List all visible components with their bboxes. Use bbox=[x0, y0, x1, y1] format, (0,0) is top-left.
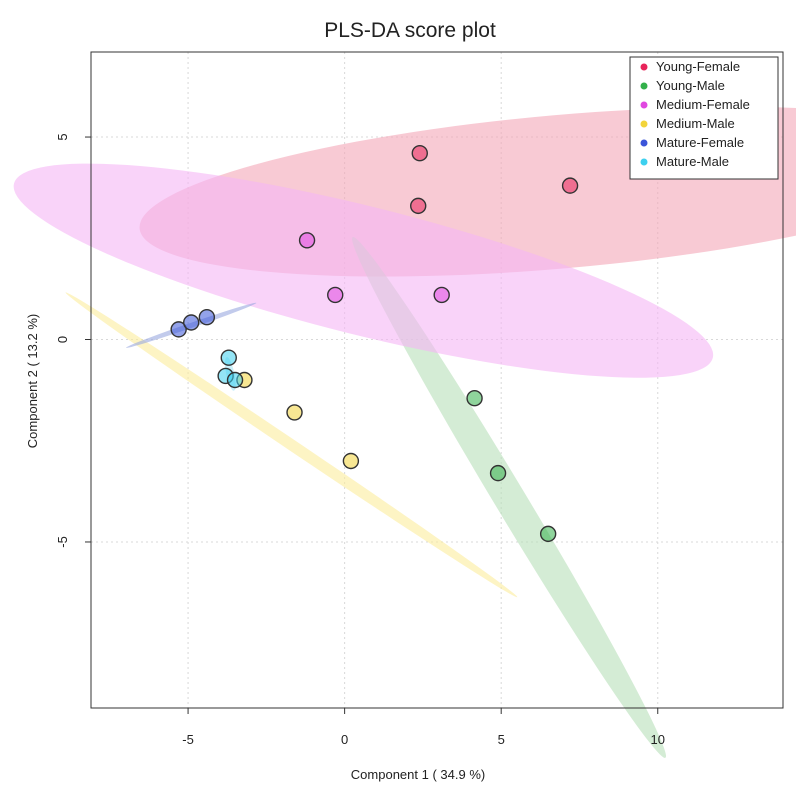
point-medium-male bbox=[342, 452, 360, 470]
legend-box bbox=[629, 56, 779, 180]
ellipse-medium-male bbox=[65, 292, 518, 598]
point-young-female bbox=[411, 145, 428, 162]
ellipse-medium-female bbox=[13, 163, 714, 378]
legend-marker bbox=[640, 158, 648, 166]
point-medium-female bbox=[327, 286, 344, 304]
x-tick-label: 5 bbox=[498, 732, 505, 747]
confidence-ellipses bbox=[13, 106, 796, 758]
legend-marker bbox=[640, 82, 648, 90]
legend-label: Young-Male bbox=[656, 78, 725, 93]
point-medium-male bbox=[286, 404, 303, 421]
ellipse-young-male bbox=[352, 236, 667, 758]
axes: -5 0 5 10 -5 0 5 bbox=[55, 133, 665, 747]
plot-frame bbox=[90, 51, 784, 709]
legend-marker bbox=[640, 120, 648, 128]
legend: Young-Female Young-Male Medium-Female Mediu… bbox=[629, 56, 779, 180]
chart-title: PLS-DA score plot bbox=[324, 19, 496, 42]
point-mature-female bbox=[170, 321, 187, 338]
x-axis-label: Component 1 ( 34.9 %) bbox=[351, 767, 485, 782]
y-tick-label: 5 bbox=[55, 133, 70, 140]
legend-label: Young-Female bbox=[656, 59, 740, 74]
point-mature-female bbox=[182, 314, 200, 331]
point-mature-male bbox=[226, 371, 244, 389]
point-young-female bbox=[561, 177, 579, 194]
legend-marker bbox=[640, 139, 648, 147]
y-tick-label: 0 bbox=[55, 336, 70, 343]
point-medium-female bbox=[298, 232, 316, 249]
legend-label: Mature-Female bbox=[656, 135, 744, 150]
legend-label: Mature-Male bbox=[656, 154, 729, 169]
point-mature-male bbox=[220, 349, 237, 366]
x-tick-label: 0 bbox=[341, 732, 348, 747]
point-medium-female bbox=[433, 286, 450, 304]
score-points bbox=[170, 145, 579, 543]
y-axis-label: Component 2 ( 13.2 %) bbox=[25, 314, 40, 448]
legend-marker bbox=[640, 101, 648, 109]
x-tick-label: 10 bbox=[651, 732, 665, 747]
legend-label: Medium-Female bbox=[656, 97, 750, 112]
x-tick-label: -5 bbox=[182, 732, 194, 747]
y-tick-label: -5 bbox=[55, 536, 70, 548]
point-young-female bbox=[410, 197, 427, 215]
point-young-male bbox=[466, 390, 483, 407]
legend-label: Medium-Male bbox=[656, 116, 735, 131]
point-young-male bbox=[489, 464, 507, 482]
point-mature-female bbox=[198, 309, 216, 326]
legend-marker bbox=[640, 63, 648, 71]
point-young-male bbox=[539, 525, 557, 543]
